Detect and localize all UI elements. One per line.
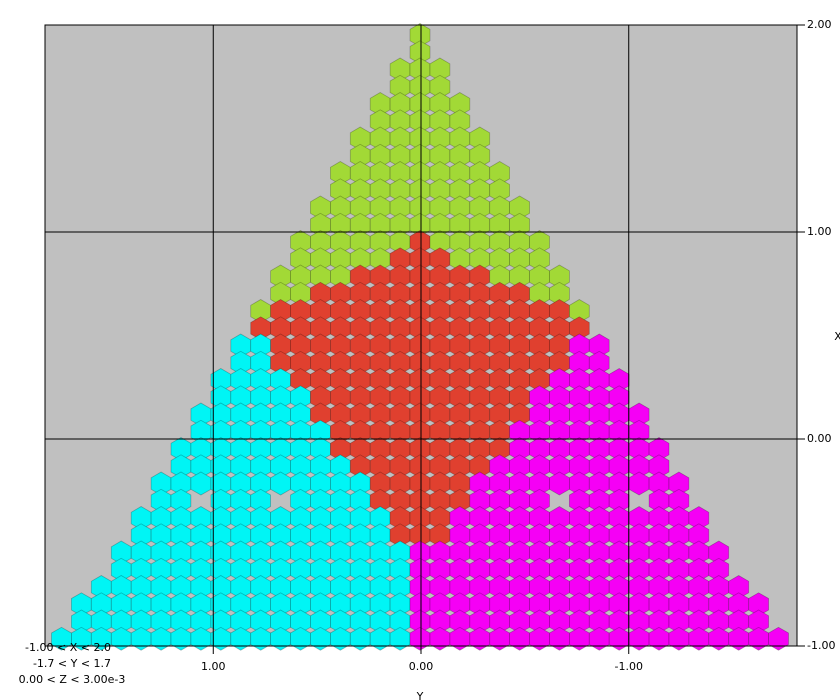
y-tick-label: 1.00 bbox=[807, 225, 832, 238]
y-tick-label: 2.00 bbox=[807, 18, 832, 31]
range-note: -1.7 < Y < 1.7 bbox=[33, 657, 111, 670]
range-note: 0.00 < Z < 3.00e-3 bbox=[19, 673, 126, 686]
x-tick-label: -1.00 bbox=[615, 660, 643, 673]
range-note: -1.00 < X < 2.0 bbox=[25, 641, 111, 654]
x-axis-title: Y bbox=[416, 690, 424, 700]
hex-cell bbox=[768, 626, 789, 651]
hex-layer bbox=[51, 23, 789, 651]
y-tick-label: -1.00 bbox=[807, 639, 835, 652]
axes: 1.00 0.00 -1.00 -1.00 0.00 1.00 2.00 bbox=[44, 18, 835, 673]
x-tick-label: 1.00 bbox=[201, 660, 226, 673]
y-tick-label: 0.00 bbox=[807, 432, 832, 445]
y-axis-title: X bbox=[834, 330, 840, 343]
x-tick-label: 0.00 bbox=[409, 660, 434, 673]
